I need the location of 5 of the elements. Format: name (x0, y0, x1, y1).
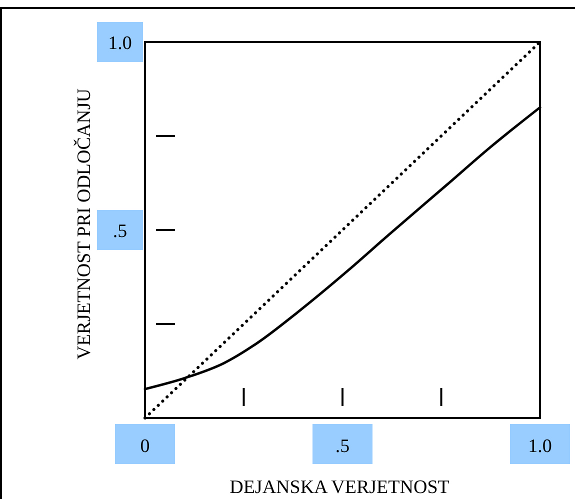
x-tick-label: 1.0 (528, 436, 552, 457)
x-tick-label: .5 (335, 436, 350, 457)
x-tick-label: 0 (140, 436, 150, 457)
y-axis-title: VERJETNOST PRI ODLOČANJU (73, 88, 95, 360)
x-axis-title: DEJANSKA VERJETNOST (230, 477, 450, 498)
